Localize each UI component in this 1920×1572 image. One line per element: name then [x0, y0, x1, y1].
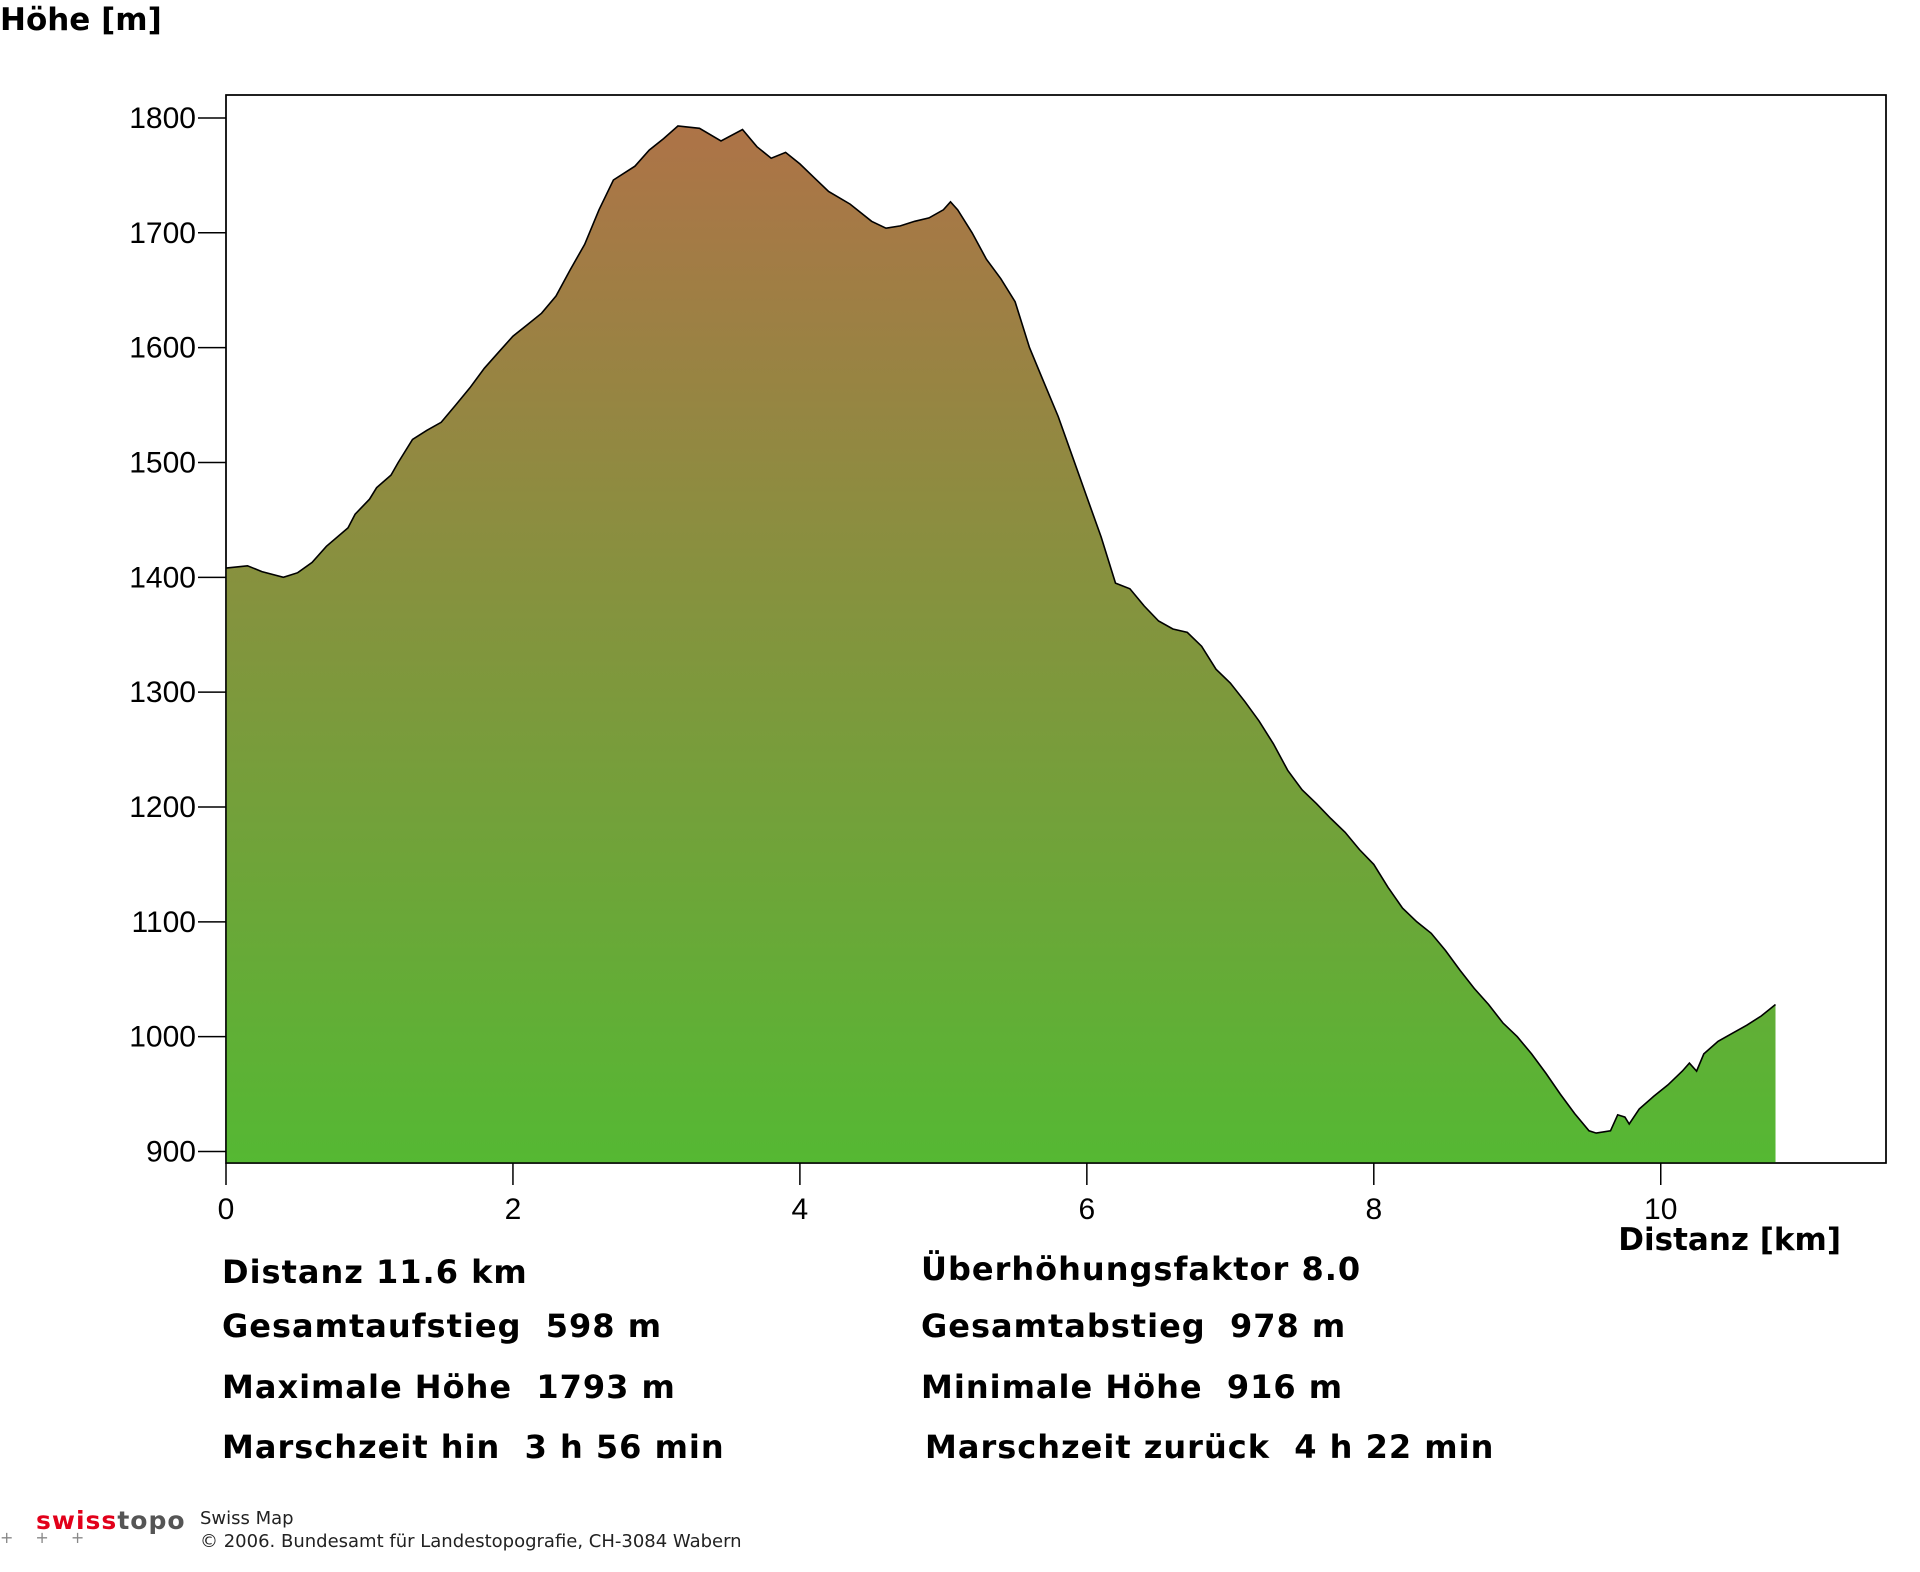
- y-tick-label: 1500: [129, 446, 196, 479]
- stat-ascent: Gesamtaufstieg 598 m: [222, 1307, 663, 1345]
- x-tick-label: 2: [505, 1193, 522, 1226]
- y-tick-label: 1600: [129, 332, 196, 365]
- stat-time-there: Marschzeit hin 3 h 56 min: [222, 1428, 725, 1466]
- x-tick-label: 10: [1644, 1193, 1677, 1226]
- y-tick-label: 1700: [129, 217, 196, 250]
- copyright-notice: © 2006. Bundesamt für Landestopografie, …: [200, 1531, 742, 1552]
- y-tick-label: 1400: [129, 561, 196, 594]
- product-name: Swiss Map: [200, 1508, 294, 1529]
- y-tick-label: 1300: [129, 676, 196, 709]
- stat-exaggeration: Überhöhungsfaktor 8.0: [921, 1250, 1362, 1288]
- y-tick-label: 1100: [131, 906, 196, 939]
- x-tick-label: 4: [792, 1193, 809, 1226]
- x-axis-title: Distanz [km]: [1618, 1222, 1841, 1258]
- elevation-area: [226, 126, 1776, 1163]
- y-tick-label: 1200: [129, 791, 196, 824]
- swisstopo-logo: swisstopo: [36, 1506, 186, 1535]
- elevation-line: [225, 125, 1777, 1134]
- stat-time-back: Marschzeit zurück 4 h 22 min: [925, 1428, 1495, 1466]
- logo-swiss: swiss: [36, 1506, 118, 1535]
- x-tick-label: 6: [1079, 1193, 1096, 1226]
- stat-min-height: Minimale Höhe 916 m: [921, 1368, 1344, 1406]
- x-tick-label: 0: [218, 1193, 235, 1226]
- stat-distance: Distanz 11.6 km: [222, 1253, 528, 1291]
- y-tick-label: 900: [146, 1136, 196, 1169]
- x-tick-label: 8: [1365, 1193, 1382, 1226]
- plot-frame-border: [225, 94, 1887, 1164]
- stat-descent: Gesamtabstieg 978 m: [921, 1307, 1347, 1345]
- logo-topo: topo: [117, 1506, 186, 1535]
- elevation-chart: 900 1000 1100 1200 1300 1400 1500 1600 1700 1800 0…: [129, 94, 1887, 1226]
- registration-marks: +++: [0, 1528, 107, 1547]
- y-tick-label: 1800: [129, 102, 196, 135]
- y-tick-label: 1000: [129, 1021, 196, 1054]
- y-axis-title: Höhe [m]: [0, 2, 162, 38]
- stat-max-height: Maximale Höhe 1793 m: [222, 1368, 676, 1406]
